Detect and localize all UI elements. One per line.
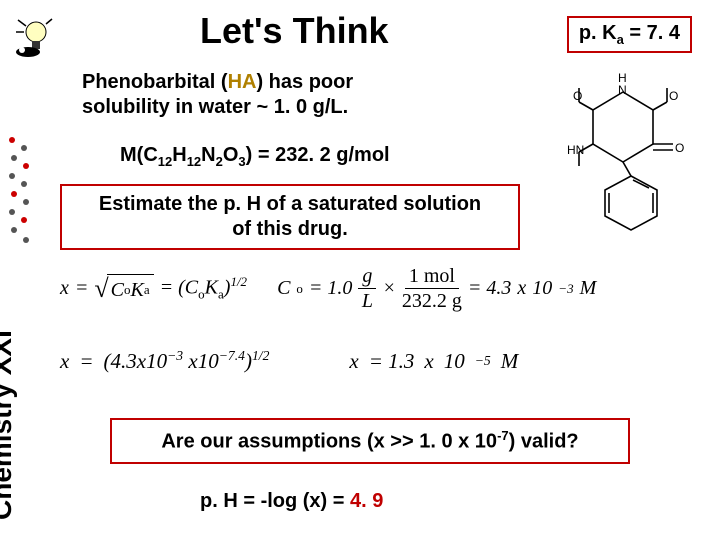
equation-2: x = (4.3x10−3 x10−7.4)1/2 x = 1.3x10−5 M bbox=[60, 348, 518, 374]
sidebar-label: Chemistry XXI bbox=[0, 330, 18, 520]
sidebar-molecule-icon bbox=[2, 130, 36, 250]
molar-mass: M(C12H12N2O3) = 232. 2 g/mol bbox=[120, 144, 390, 169]
phenobarbital-structure-icon: H N O O HN O bbox=[545, 62, 700, 232]
slide-title: Let's Think bbox=[200, 10, 389, 52]
intro-text: Phenobarbital (HA) has poor solubility i… bbox=[82, 70, 353, 120]
ph-result: p. H = -log (x) = 4. 9 bbox=[200, 490, 383, 513]
svg-text:O: O bbox=[675, 141, 684, 155]
assumptions-box: Are our assumptions (x >> 1. 0 x 10-7) v… bbox=[110, 418, 630, 464]
pka-box: p. Ka = 7. 4 bbox=[567, 16, 692, 53]
estimate-box: Estimate the p. H of a saturated solutio… bbox=[60, 184, 520, 250]
svg-text:O: O bbox=[573, 89, 582, 103]
svg-text:N: N bbox=[618, 83, 627, 97]
svg-text:HN: HN bbox=[567, 143, 584, 157]
lightbulb-icon bbox=[8, 14, 58, 60]
svg-text:O: O bbox=[669, 89, 678, 103]
equation-1: x = √CoKa = (CoKa)1/2 Co = 1.0 gL × 1 mo… bbox=[60, 266, 596, 311]
